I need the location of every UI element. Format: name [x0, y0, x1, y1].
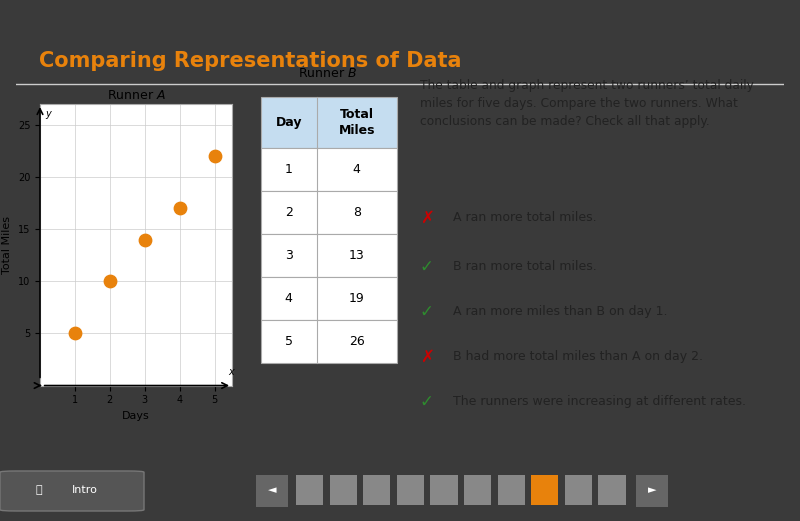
- Text: ✓: ✓: [420, 303, 434, 320]
- FancyBboxPatch shape: [256, 475, 288, 507]
- Point: [103, 277, 116, 286]
- Text: 4: 4: [285, 292, 293, 305]
- Text: ✓: ✓: [420, 393, 434, 411]
- Point: [208, 152, 221, 160]
- Text: 3: 3: [285, 249, 293, 262]
- Text: B had more total miles than A on day 2.: B had more total miles than A on day 2.: [453, 350, 702, 363]
- Point: [174, 204, 186, 213]
- Bar: [261, 234, 397, 277]
- Text: 8: 8: [353, 206, 361, 219]
- Bar: [598, 475, 626, 505]
- Bar: [565, 475, 592, 505]
- Bar: [464, 475, 491, 505]
- Text: 2: 2: [285, 206, 293, 219]
- Text: 13: 13: [349, 249, 365, 262]
- Text: Runner $B$: Runner $B$: [298, 67, 358, 80]
- Point: [69, 329, 82, 338]
- Text: B ran more total miles.: B ran more total miles.: [453, 260, 597, 273]
- Text: The runners were increasing at different rates.: The runners were increasing at different…: [453, 395, 746, 408]
- X-axis label: Days: Days: [122, 411, 150, 421]
- Bar: [531, 475, 558, 505]
- Text: A ran more total miles.: A ran more total miles.: [453, 212, 597, 224]
- Text: A ran more miles than B on day 1.: A ran more miles than B on day 1.: [453, 305, 667, 318]
- Text: 1: 1: [285, 163, 293, 176]
- Text: ✓: ✓: [420, 257, 434, 276]
- Text: 26: 26: [349, 336, 365, 349]
- Text: 🔊: 🔊: [36, 485, 42, 495]
- Text: Intro: Intro: [72, 485, 98, 495]
- FancyBboxPatch shape: [636, 475, 668, 507]
- Point: [138, 235, 151, 244]
- Text: Comparing Representations of Data: Comparing Representations of Data: [39, 52, 462, 71]
- Bar: [498, 475, 525, 505]
- Text: x: x: [229, 367, 234, 377]
- Text: 5: 5: [285, 336, 293, 349]
- Bar: [261, 320, 397, 364]
- Text: Total
Miles: Total Miles: [338, 108, 375, 137]
- Bar: [397, 475, 424, 505]
- Text: y: y: [46, 109, 51, 119]
- Text: ✗: ✗: [420, 209, 434, 227]
- Text: ◄: ◄: [268, 485, 276, 495]
- FancyBboxPatch shape: [0, 471, 144, 511]
- Text: ►: ►: [648, 485, 656, 495]
- Text: 19: 19: [349, 292, 365, 305]
- Bar: [261, 277, 397, 320]
- Bar: [261, 191, 397, 234]
- Text: The table and graph represent two runners’ total daily
miles for five days. Comp: The table and graph represent two runner…: [420, 79, 754, 128]
- Bar: [363, 475, 390, 505]
- Text: ✗: ✗: [420, 348, 434, 366]
- Bar: [261, 148, 397, 191]
- Bar: [261, 97, 397, 148]
- Bar: [430, 475, 458, 505]
- Text: 4: 4: [353, 163, 361, 176]
- Text: Day: Day: [275, 116, 302, 129]
- Bar: [330, 475, 357, 505]
- Bar: [296, 475, 323, 505]
- Title: Runner $A$: Runner $A$: [106, 89, 166, 102]
- Y-axis label: Total Miles: Total Miles: [2, 216, 12, 274]
